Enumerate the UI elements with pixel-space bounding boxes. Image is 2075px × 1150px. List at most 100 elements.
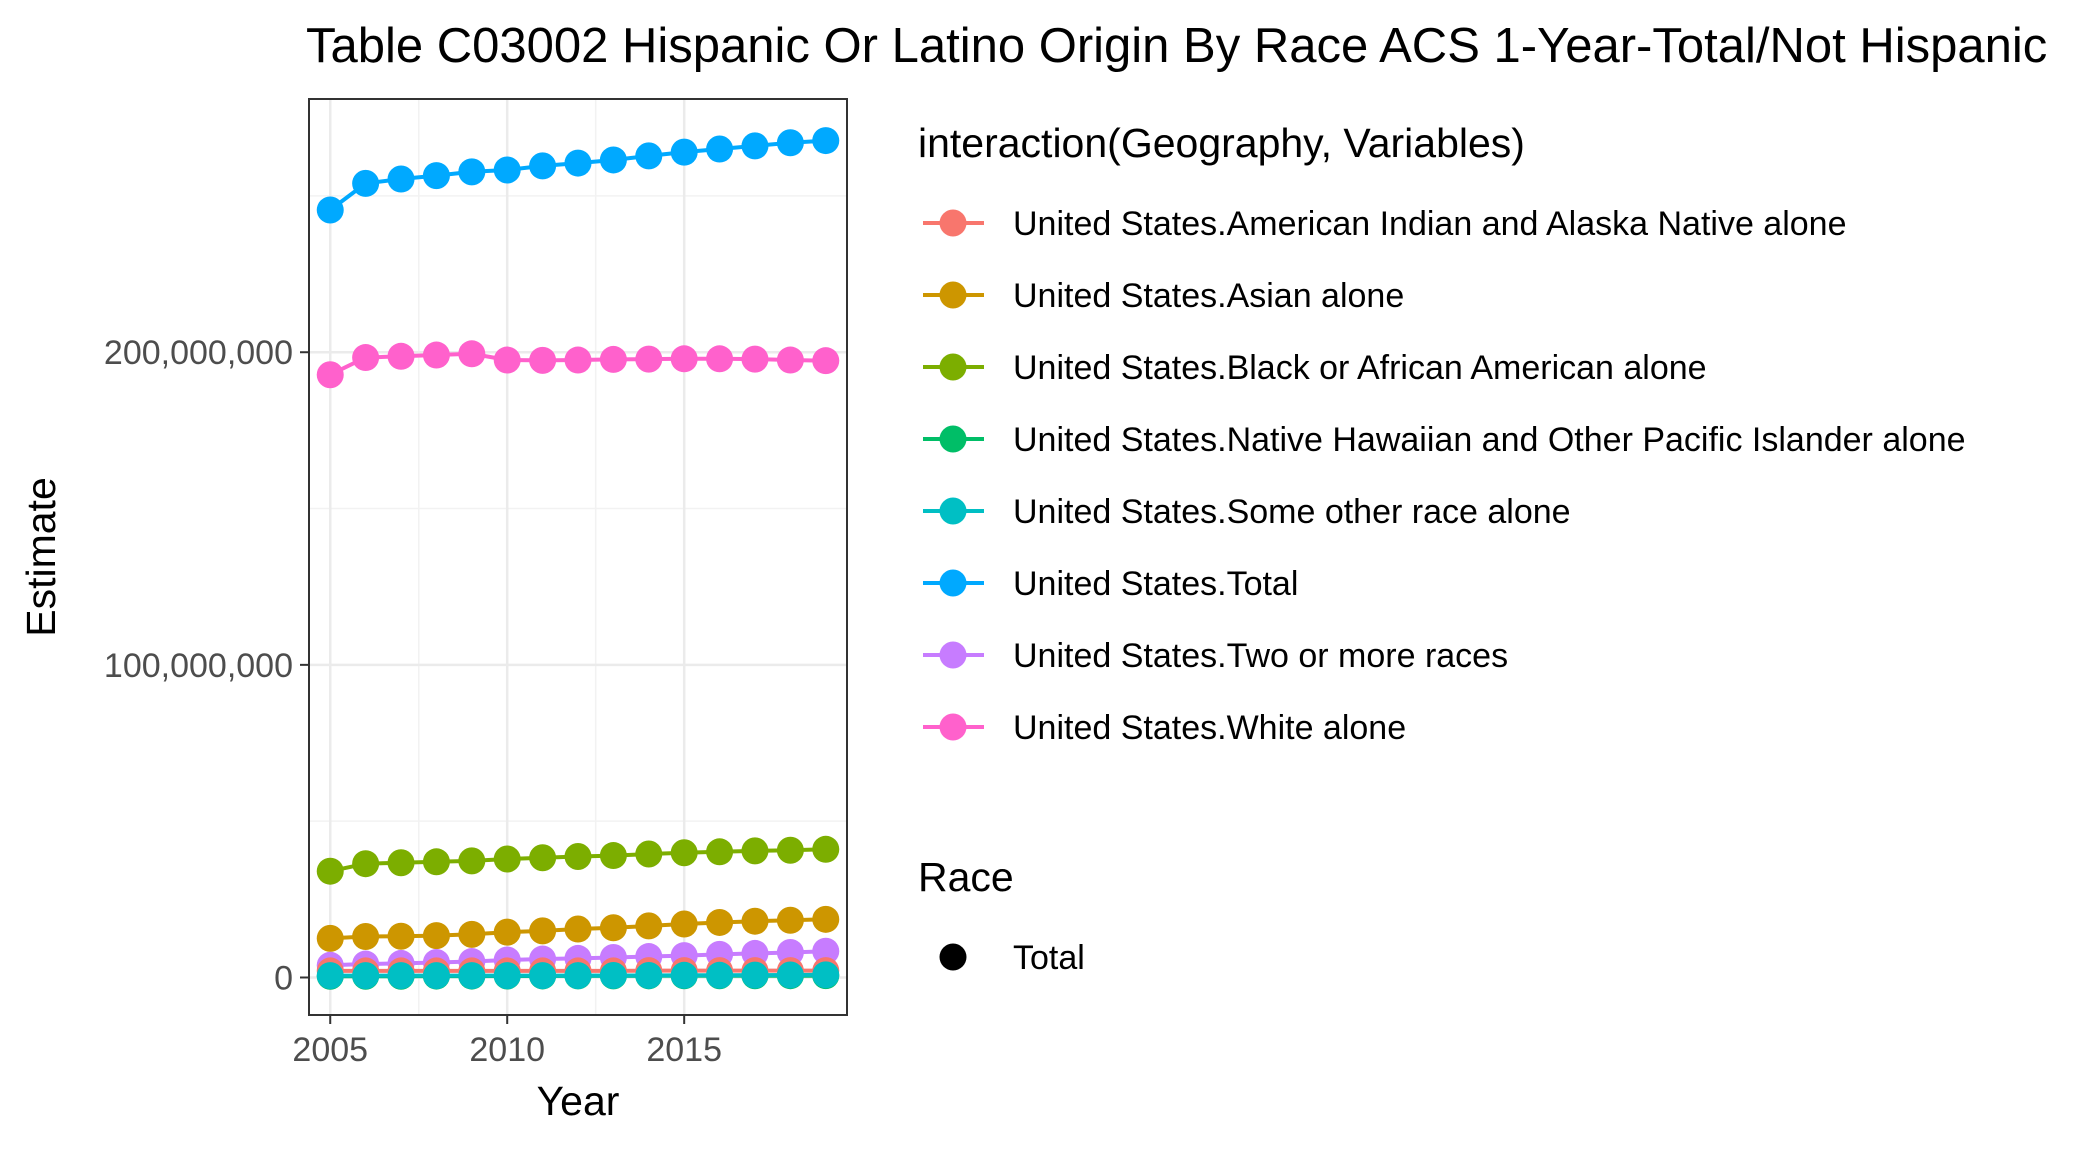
data-point [599, 914, 627, 942]
data-point [741, 132, 769, 160]
data-point [387, 165, 415, 193]
axes: 2005 2010 2015 0 100,000,000 200,000,000 [104, 334, 722, 1069]
panel-border [308, 98, 848, 1016]
legend-label: United States.American Indian and Alaska… [1013, 205, 1847, 243]
data-point [493, 962, 521, 990]
data-point [564, 346, 592, 374]
legend-item: United States.Asian alone [923, 277, 1404, 315]
data-point [564, 842, 592, 870]
legend-item: United States.Black or African American … [923, 349, 1707, 387]
data-point [387, 849, 415, 877]
data-point [493, 918, 521, 946]
x-tick-label: 2010 [469, 1031, 545, 1069]
data-point [352, 923, 380, 951]
data-point [741, 837, 769, 865]
data-point [316, 361, 344, 389]
legend: interaction(Geography, Variables) United… [918, 120, 1966, 747]
legend-item: United States.American Indian and Alaska… [923, 205, 1847, 243]
data-point [493, 346, 521, 374]
data-point [776, 129, 804, 157]
data-point [422, 341, 450, 369]
legend-key-point [939, 353, 967, 381]
series-layer [316, 127, 840, 990]
series-1 [316, 905, 840, 952]
data-point [635, 912, 663, 940]
data-point [599, 345, 627, 373]
data-point [564, 915, 592, 943]
legend-label: United States.Some other race alone [1013, 493, 1571, 531]
series-5 [316, 127, 840, 224]
legend-item: United States.Some other race alone [923, 493, 1571, 531]
legend-key-point [939, 209, 967, 237]
data-point [352, 850, 380, 878]
legend-label: United States.Native Hawaiian and Other … [1013, 421, 1966, 459]
legend-key-point [939, 713, 967, 741]
x-tick-label: 2005 [292, 1031, 368, 1069]
data-point [458, 847, 486, 875]
legend-item: United States.White alone [923, 709, 1406, 747]
data-point [706, 135, 734, 163]
x-axis-title: Year [537, 1078, 620, 1124]
data-point [458, 158, 486, 186]
data-point [812, 127, 840, 155]
data-point [529, 152, 557, 180]
data-point [458, 920, 486, 948]
data-point [812, 835, 840, 863]
grid [309, 99, 847, 1015]
data-point [670, 839, 698, 867]
data-point [812, 905, 840, 933]
legend-item: United States.Two or more races [923, 637, 1508, 675]
data-point [635, 961, 663, 989]
data-point [635, 345, 663, 373]
data-point [387, 342, 415, 370]
legend-key-point [939, 569, 967, 597]
data-point [706, 345, 734, 373]
data-point [352, 169, 380, 197]
data-point [635, 142, 663, 170]
y-tick-label: 0 [274, 959, 293, 997]
data-point [352, 962, 380, 990]
shape-legend-key-point [939, 943, 967, 971]
data-point [422, 922, 450, 950]
data-point [316, 857, 344, 885]
legend-label: United States.White alone [1013, 709, 1406, 747]
data-point [812, 961, 840, 989]
legend-item: United States.Native Hawaiian and Other … [923, 421, 1966, 459]
series-7 [316, 340, 840, 389]
shape-legend-item: Total [939, 939, 1085, 977]
data-point [529, 962, 557, 990]
legend-key-point [939, 425, 967, 453]
chart-title: Table C03002 Hispanic Or Latino Origin B… [306, 19, 2047, 73]
data-point [706, 908, 734, 936]
legend-title: interaction(Geography, Variables) [918, 120, 1525, 166]
data-point [564, 962, 592, 990]
data-point [706, 838, 734, 866]
shape-legend-title: Race [918, 854, 1014, 900]
data-point [422, 962, 450, 990]
data-point [776, 961, 804, 989]
legend-key-point [939, 641, 967, 669]
data-point [776, 346, 804, 374]
series-2 [316, 835, 840, 885]
legend-label: United States.Two or more races [1013, 637, 1508, 675]
data-point [493, 156, 521, 184]
y-axis-title: Estimate [18, 477, 64, 637]
data-point [529, 844, 557, 872]
data-point [387, 922, 415, 950]
data-point [316, 196, 344, 224]
shape-legend-label: Total [1013, 939, 1085, 977]
data-point [670, 910, 698, 938]
data-point [670, 961, 698, 989]
data-point [599, 961, 627, 989]
data-point [564, 149, 592, 177]
data-point [635, 840, 663, 868]
data-point [352, 344, 380, 372]
data-point [493, 845, 521, 873]
legend-label: United States.Black or African American … [1013, 349, 1707, 387]
data-point [776, 836, 804, 864]
legend-label: United States.Total [1013, 565, 1298, 603]
data-point [387, 962, 415, 990]
y-tick-label: 100,000,000 [104, 647, 293, 685]
legend-item: United States.Total [923, 565, 1298, 603]
